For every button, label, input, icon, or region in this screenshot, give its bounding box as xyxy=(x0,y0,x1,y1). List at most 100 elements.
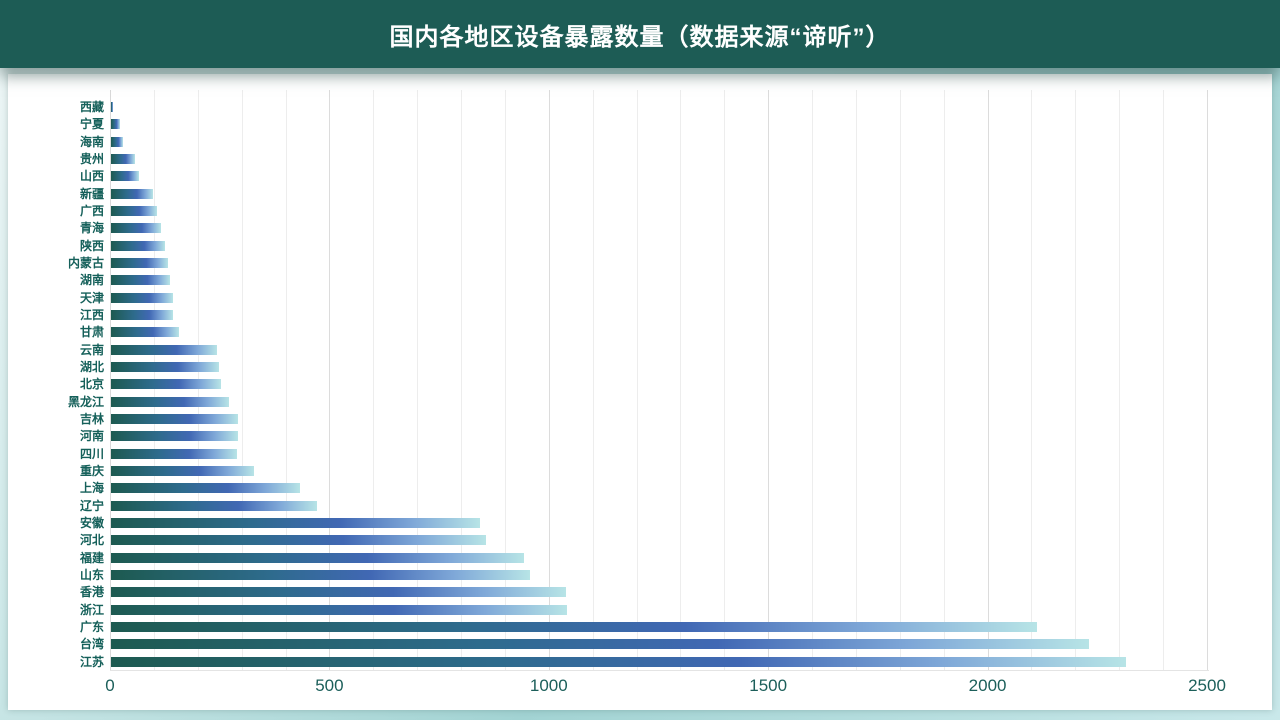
gridline xyxy=(636,90,638,670)
region-bar xyxy=(111,223,161,234)
region-bar xyxy=(111,639,1089,650)
region-bar xyxy=(111,275,170,286)
x-tick-label: 0 xyxy=(105,676,115,695)
region-bar xyxy=(111,587,566,598)
region-bar xyxy=(111,119,120,130)
region-bar xyxy=(111,327,179,338)
region-bar xyxy=(111,379,221,390)
gridline xyxy=(373,90,375,670)
region-label: 山西 xyxy=(79,169,104,184)
gridline xyxy=(943,90,945,670)
region-label: 天津 xyxy=(79,290,104,305)
region-bar xyxy=(111,257,169,268)
region-bar xyxy=(111,500,318,511)
gridline xyxy=(855,90,857,670)
region-bar xyxy=(111,656,1126,667)
region-bar xyxy=(111,292,173,303)
region-label: 福建 xyxy=(79,550,104,565)
gridline xyxy=(548,90,550,670)
gridline xyxy=(1075,90,1077,670)
chart-panel: 西藏 宁夏 海南 贵州 山西 新疆 广西 青海 陕西 内蒙古 湖南 天津 江西 甘肃 云南 湖北 北京 黑龙江 吉林… xyxy=(8,74,1272,710)
region-label: 上海 xyxy=(79,481,104,496)
gridline xyxy=(899,90,901,670)
x-tick-label: 2500 xyxy=(1188,676,1226,695)
region-label: 宁夏 xyxy=(79,117,104,132)
gridline xyxy=(241,90,243,670)
region-label: 台湾 xyxy=(79,637,104,652)
region-bar xyxy=(111,102,113,112)
gridline xyxy=(768,90,770,670)
region-bar xyxy=(111,188,154,199)
gridline xyxy=(1031,90,1033,670)
region-bar xyxy=(111,621,1037,632)
region-bar xyxy=(111,517,481,528)
region-bar xyxy=(111,344,218,355)
region-bar xyxy=(111,483,300,494)
gridline xyxy=(724,90,726,670)
region-bar xyxy=(111,431,239,442)
region-label: 新疆 xyxy=(79,186,104,201)
region-label: 湖北 xyxy=(79,359,104,374)
plot-area: 西藏 宁夏 海南 贵州 山西 新疆 广西 青海 陕西 内蒙古 湖南 天津 江西 甘肃 云南 湖北 北京 黑龙江 吉林… xyxy=(8,74,1272,710)
x-tick-label: 1500 xyxy=(749,676,788,695)
gridline xyxy=(329,90,331,670)
region-label: 广东 xyxy=(79,619,104,634)
page-title: 国内各地区设备暴露数量（数据来源“谛听”） xyxy=(389,23,891,51)
region-label: 贵州 xyxy=(79,151,104,166)
gridline xyxy=(285,90,287,670)
region-label: 浙江 xyxy=(79,602,104,617)
region-label: 海南 xyxy=(79,134,104,149)
gridline xyxy=(680,90,682,670)
region-bar xyxy=(111,136,124,147)
chart-header: 国内各地区设备暴露数量（数据来源“谛听”） xyxy=(0,0,1280,68)
region-label: 辽宁 xyxy=(79,498,104,513)
x-tick-label: 1000 xyxy=(529,676,568,695)
gridline xyxy=(812,90,814,670)
region-label: 安徽 xyxy=(79,515,104,530)
region-label: 河南 xyxy=(79,429,104,444)
region-bar xyxy=(111,361,219,372)
region-bar xyxy=(111,465,254,476)
gridline xyxy=(1119,90,1121,670)
region-label: 湖南 xyxy=(79,273,104,288)
x-axis-line xyxy=(110,670,1209,671)
region-label: 黑龙江 xyxy=(67,394,104,409)
region-label: 北京 xyxy=(79,377,104,392)
region-label: 江苏 xyxy=(79,654,104,669)
region-label: 河北 xyxy=(79,533,104,548)
gridline xyxy=(1163,90,1165,670)
gridline xyxy=(504,90,506,670)
region-label: 山东 xyxy=(79,567,104,582)
region-bar xyxy=(111,569,531,580)
region-bar xyxy=(111,396,229,407)
region-label: 广西 xyxy=(79,203,104,218)
gridline xyxy=(987,90,989,670)
gridline xyxy=(592,90,594,670)
region-bar xyxy=(111,413,238,424)
region-label: 青海 xyxy=(79,221,104,236)
x-tick-label: 2000 xyxy=(968,676,1007,695)
region-label: 吉林 xyxy=(79,411,104,426)
gridline xyxy=(1207,90,1208,670)
region-label: 云南 xyxy=(79,342,104,357)
region-bar xyxy=(111,552,524,563)
region-bar xyxy=(111,604,568,615)
region-label: 内蒙古 xyxy=(67,255,104,270)
x-tick-label: 500 xyxy=(315,676,344,695)
gridline xyxy=(461,90,463,670)
region-bar xyxy=(111,535,487,546)
region-label: 重庆 xyxy=(79,463,104,478)
gridline xyxy=(417,90,419,670)
region-bar xyxy=(111,309,174,320)
region-label: 香港 xyxy=(79,585,104,600)
y-axis-line xyxy=(110,90,111,670)
region-bar xyxy=(111,171,140,182)
region-label: 甘肃 xyxy=(79,325,104,340)
region-bar xyxy=(111,153,135,164)
region-bar xyxy=(111,448,238,459)
region-label: 四川 xyxy=(79,446,104,461)
region-label: 江西 xyxy=(79,307,104,322)
region-bar xyxy=(111,240,165,251)
region-label: 西藏 xyxy=(79,100,104,114)
